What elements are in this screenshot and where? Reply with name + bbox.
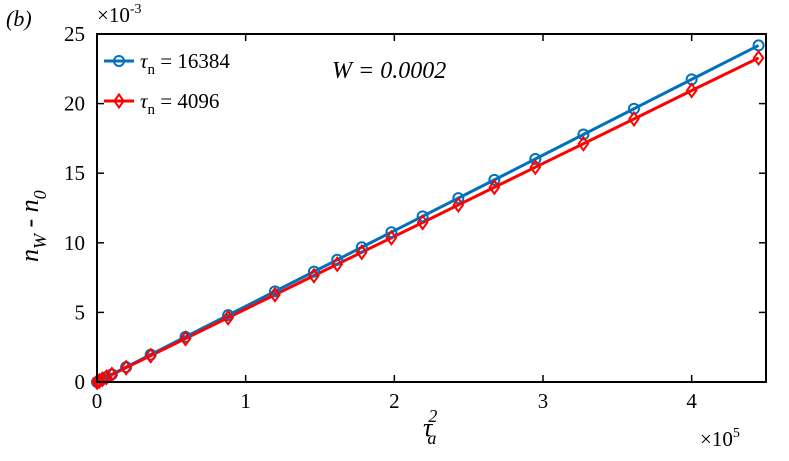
x-tick-label: 3 [538,389,549,413]
data-point-series-2 [628,110,640,128]
y-tick-label: 0 [75,370,86,394]
x-axis-label: τ2 a [423,406,437,448]
data-point-series-2 [452,196,465,214]
legend-marker-2 [113,92,125,110]
data-point-series-1 [331,253,344,266]
x-tick-labels: 0 1 2 3 4 [92,389,698,413]
data-point-series-2 [144,347,157,364]
axes-box [96,33,767,383]
legend-marker-1 [113,55,125,67]
data-point-series-2 [529,159,542,176]
y-axis-label: nW - n0 [15,190,50,262]
data-point-series-1 [577,128,590,141]
data-point-series-1 [488,173,501,186]
legend-label-2: τn = 4096 [140,89,219,118]
y-tick-label: 15 [64,161,85,185]
x-multiplier: ×105 [700,426,740,451]
x-tick-label: 4 [686,389,697,413]
y-tick-label: 20 [64,92,85,116]
x-tick-label: 1 [240,389,251,413]
data-point-series-2 [269,286,281,303]
data-point-series-1 [268,285,281,298]
y-tick-label: 10 [64,231,85,255]
data-point-series-2 [120,359,133,376]
y-tick-labels: 0 5 10 15 20 25 [64,22,85,394]
data-point-series-1 [307,265,320,278]
x-tick-label: 2 [389,389,400,413]
data-point-series-2 [577,135,590,152]
y-tick-label: 25 [64,22,85,46]
data-point-series-2 [416,214,429,231]
data-point-series-2 [331,256,344,273]
legend: τn = 16384 τn = 4096 [104,49,230,118]
y-tick-label: 5 [75,300,86,324]
data-point-series-2 [355,244,368,261]
data-point-series-1 [385,226,398,239]
panel-label: (b) [6,6,32,31]
data-point-series-1 [355,241,368,254]
data-point-series-2 [488,179,501,196]
data-point-series-2 [752,49,765,67]
x-tick-label: 0 [92,389,103,413]
data-point-series-2 [685,82,698,99]
plot-area [91,33,767,391]
data-point-series-2 [96,371,109,388]
series-markers [91,39,765,391]
legend-label-1: τn = 16384 [140,49,230,78]
data-point-series-2 [100,369,113,386]
data-point-series-1 [529,153,542,166]
annotation-w: W = 0.0002 [332,58,446,84]
data-point-series-2 [222,309,235,326]
data-point-series-2 [385,229,398,247]
data-point-series-1 [452,192,465,205]
data-point-series-2 [179,330,192,347]
y-multiplier: ×10-3 [97,2,142,27]
data-point-series-2 [308,267,320,284]
data-point-series-1 [416,210,429,223]
